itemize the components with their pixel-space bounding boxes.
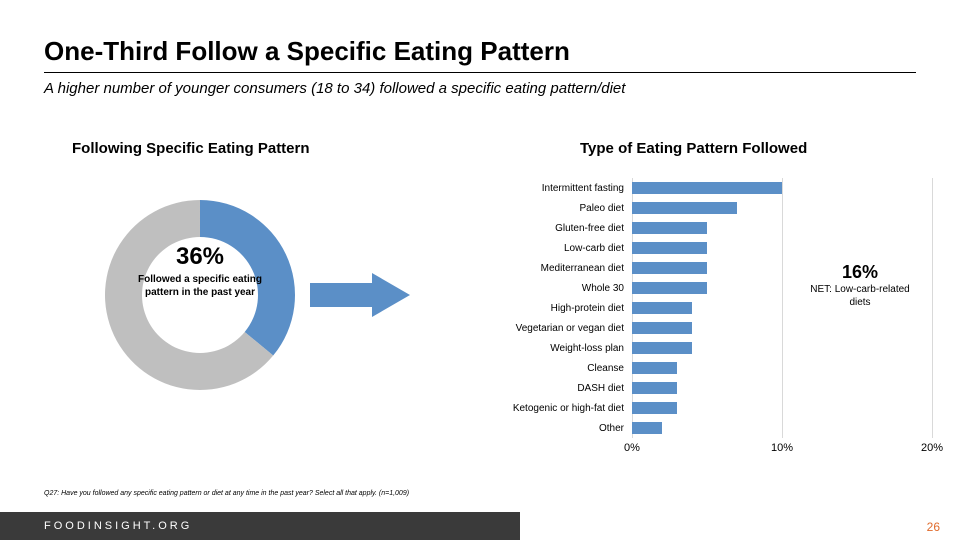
- right-chart-title: Type of Eating Pattern Followed: [580, 140, 807, 157]
- bar-fill: [632, 242, 707, 254]
- bar-row: Ketogenic or high-fat diet: [432, 398, 932, 418]
- page-title: One-Third Follow a Specific Eating Patte…: [44, 36, 570, 67]
- bar-row: Vegetarian or vegan diet: [432, 318, 932, 338]
- bar-row: Low-carb diet: [432, 238, 932, 258]
- bar-label: Intermittent fasting: [432, 183, 632, 194]
- donut-chart: 36% Followed a specific eating pattern i…: [100, 195, 300, 395]
- bar-label: Mediterranean diet: [432, 263, 632, 274]
- callout-text: NET: Low-carb-related diets: [800, 283, 920, 309]
- page-number: 26: [927, 520, 940, 534]
- bar-label: Gluten-free diet: [432, 223, 632, 234]
- bar-label: High-protein diet: [432, 303, 632, 314]
- footer-brand: FOODINSIGHT.ORG: [0, 512, 520, 540]
- bar-fill: [632, 362, 677, 374]
- bar-row: Gluten-free diet: [432, 218, 932, 238]
- bar-row: Paleo diet: [432, 198, 932, 218]
- bar-fill: [632, 382, 677, 394]
- bar-label: Weight-loss plan: [432, 343, 632, 354]
- bar-fill: [632, 262, 707, 274]
- page-subtitle: A higher number of younger consumers (18…: [44, 80, 625, 97]
- bar-row: DASH diet: [432, 378, 932, 398]
- bar-label: DASH diet: [432, 383, 632, 394]
- bar-label: Cleanse: [432, 363, 632, 374]
- bar-fill: [632, 222, 707, 234]
- title-underline: [44, 72, 916, 73]
- bar-fill: [632, 302, 692, 314]
- callout-pct: 16%: [800, 262, 920, 283]
- bar-fill: [632, 342, 692, 354]
- left-chart-title: Following Specific Eating Pattern: [72, 140, 310, 157]
- bar-fill: [632, 282, 707, 294]
- arrow-icon: [310, 270, 410, 320]
- bar-label: Ketogenic or high-fat diet: [432, 403, 632, 414]
- bar-label: Low-carb diet: [432, 243, 632, 254]
- bar-fill: [632, 202, 737, 214]
- bar-fill: [632, 182, 782, 194]
- bar-label: Vegetarian or vegan diet: [432, 323, 632, 334]
- bar-row: Weight-loss plan: [432, 338, 932, 358]
- bar-fill: [632, 402, 677, 414]
- donut-center-label: Followed a specific eating pattern in th…: [130, 273, 270, 299]
- bar-fill: [632, 322, 692, 334]
- bar-label: Whole 30: [432, 283, 632, 294]
- bar-label: Other: [432, 423, 632, 434]
- bar-chart: Intermittent fasting Paleo diet Gluten-fre…: [432, 178, 932, 468]
- bar-row: Intermittent fasting: [432, 178, 932, 198]
- bar-label: Paleo diet: [432, 203, 632, 214]
- footnote: Q27: Have you followed any specific eati…: [44, 490, 409, 497]
- donut-center-pct: 36%: [130, 243, 270, 271]
- callout: 16% NET: Low-carb-related diets: [800, 262, 920, 309]
- bar-row: Cleanse: [432, 358, 932, 378]
- bar-row: Other: [432, 418, 932, 438]
- bar-fill: [632, 422, 662, 434]
